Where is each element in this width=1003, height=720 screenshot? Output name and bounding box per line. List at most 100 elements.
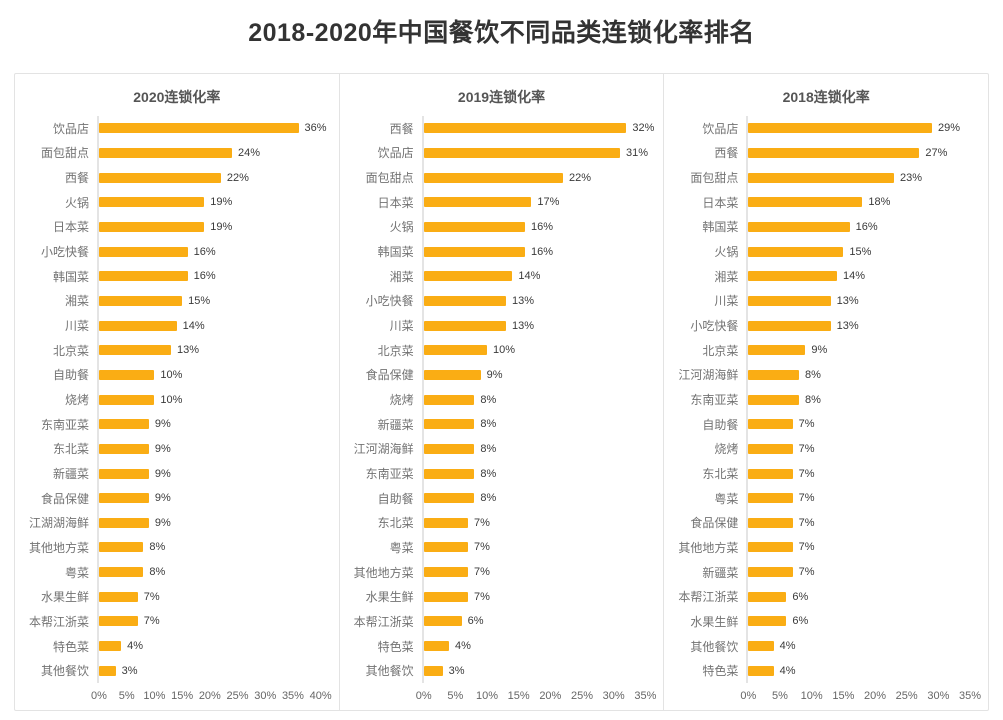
value-label: 14% (518, 270, 541, 283)
page-title: 2018-2020年中国餐饮不同品类连锁化率排名 (248, 19, 755, 47)
value-label: 19% (210, 196, 233, 209)
bar (748, 591, 787, 602)
bar-row: 东南亚菜 9% (23, 411, 333, 437)
bar-row: 自助餐 8% (348, 485, 658, 511)
category-label: 火锅 (714, 245, 739, 260)
category-label: 特色菜 (377, 639, 414, 654)
value-label: 4% (127, 640, 144, 653)
bar-track: 6% (746, 609, 982, 634)
bar (748, 369, 799, 380)
bar (423, 567, 468, 578)
bar (423, 616, 462, 627)
category-label: 饮品店 (52, 121, 89, 136)
category-label: 西餐 (389, 121, 414, 136)
bar-row: 北京菜 10% (348, 337, 658, 363)
bar (99, 641, 122, 652)
bar-row: 火锅 16% (348, 214, 658, 240)
x-tick: 25% (895, 690, 918, 702)
bar (423, 197, 532, 208)
bar-track: 9% (97, 411, 333, 437)
category-label: 韩国菜 (377, 245, 414, 260)
bar-row: 东南亚菜 8% (672, 387, 982, 412)
bar-track: 7% (746, 436, 982, 462)
value-label: 9% (154, 418, 171, 431)
category-label: 食品保健 (690, 516, 739, 531)
bar-track: 29% (746, 116, 982, 141)
bar (423, 246, 525, 257)
bar-track: 16% (97, 239, 333, 264)
value-label: 22% (226, 171, 249, 184)
value-label: 7% (798, 492, 815, 505)
bar-track: 3% (421, 658, 658, 684)
category-label: 湘菜 (64, 294, 89, 309)
bar-track: 31% (421, 140, 658, 166)
bar-row: 粤菜 8% (23, 559, 333, 585)
bar-row: 新疆菜 7% (672, 559, 982, 585)
bar-track: 15% (97, 288, 333, 314)
value-label: 19% (210, 220, 233, 233)
category-label: 新疆菜 (702, 565, 739, 580)
category-label: 江湖湖海鲜 (28, 516, 89, 531)
value-label: 3% (448, 664, 465, 677)
category-label: 饮品店 (702, 121, 739, 136)
bar-row: 粤菜 7% (348, 535, 658, 560)
bar (423, 394, 475, 405)
bar (99, 221, 205, 232)
panel-2018: 2018连锁化率 饮品店 29% 西餐 27% 面包甜点 23% 日本菜 18% 韩国菜 16% 火… (663, 74, 988, 710)
bar-row: 本帮江浙菜 7% (23, 609, 333, 634)
panel-2020: 2020连锁化率 饮品店 36% 面包甜点 24% 西餐 22% 火锅 19% 日本菜 19% 小吃… (15, 74, 339, 710)
bar-track: 14% (421, 263, 658, 289)
bar-track: 16% (421, 214, 658, 240)
bar (99, 147, 232, 158)
x-tick: 30% (927, 690, 950, 702)
value-label: 10% (160, 368, 183, 381)
category-label: 其他地方菜 (353, 565, 414, 580)
charts-container: 2020连锁化率 饮品店 36% 面包甜点 24% 西餐 22% 火锅 19% 日本菜 19% 小吃… (14, 73, 989, 711)
category-label: 东南亚菜 (690, 393, 739, 408)
category-label: 自助餐 (52, 368, 89, 383)
category-label: 其他地方菜 (678, 540, 739, 555)
value-label: 4% (779, 640, 796, 653)
category-label: 湘菜 (714, 269, 739, 284)
bar-track: 6% (746, 584, 982, 610)
category-label: 水果生鲜 (690, 614, 739, 629)
x-tick: 25% (226, 690, 249, 702)
value-label: 7% (474, 541, 490, 554)
category-label: 火锅 (389, 220, 414, 235)
bar (423, 123, 627, 134)
bar-row: 韩国菜 16% (23, 263, 333, 289)
category-label: 川菜 (714, 294, 739, 309)
bar-track: 13% (746, 313, 982, 338)
bar-track: 8% (746, 387, 982, 412)
bar (748, 221, 850, 232)
x-axis-2018: 0% 5% 10% 15% 20% 25% 30% 35% (740, 683, 981, 710)
bar (748, 493, 793, 504)
bar-row: 火锅 15% (672, 239, 982, 264)
bar-row: 本帮江浙菜 6% (672, 584, 982, 610)
x-tick: 10% (475, 690, 499, 702)
bar-row: 北京菜 13% (23, 337, 333, 363)
bar-row: 水果生鲜 6% (672, 609, 982, 634)
bar-track: 7% (97, 584, 333, 610)
category-label: 日本菜 (702, 195, 739, 210)
bar-row: 湘菜 14% (348, 263, 658, 289)
bar-row: 其他餐饮 3% (348, 658, 658, 684)
bar (423, 542, 468, 553)
bar-track: 16% (746, 214, 982, 240)
bar-track: 10% (97, 362, 333, 388)
bar-track: 7% (97, 609, 333, 634)
bar (99, 419, 149, 430)
x-axis-2020: 0% 5% 10% 15% 20% 25% 30% 35% 40% (91, 683, 332, 710)
bar (423, 271, 513, 282)
bar-track: 9% (421, 362, 658, 388)
bar-track: 10% (97, 387, 333, 412)
bar-row: 其他餐饮 4% (672, 633, 982, 659)
x-tick: 15% (171, 690, 194, 702)
bar (748, 616, 787, 627)
bar-row: 本帮江浙菜 6% (348, 609, 658, 634)
value-label: 22% (569, 171, 592, 184)
value-label: 31% (626, 146, 649, 159)
bar (423, 493, 475, 504)
bar-row: 日本菜 18% (672, 189, 982, 215)
bar-rows-2019: 西餐 32% 饮品店 31% 面包甜点 22% 日本菜 17% 火锅 16% 韩国菜 16% 湘菜 14%… (340, 112, 664, 684)
